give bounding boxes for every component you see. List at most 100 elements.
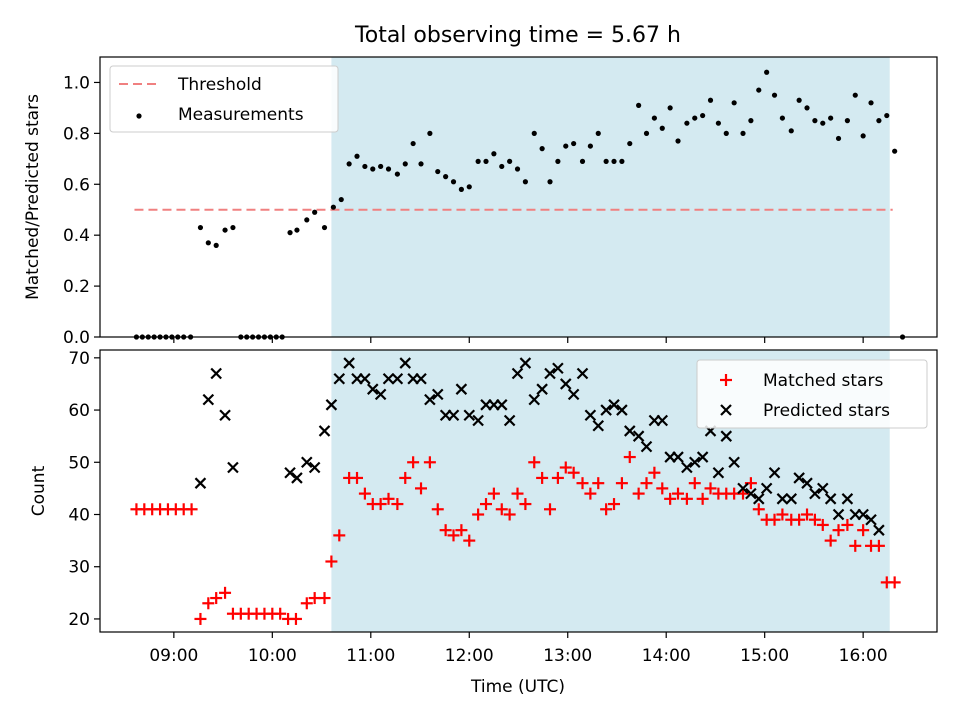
measurement-point: [723, 130, 729, 136]
matched-star-point: [463, 534, 476, 547]
predicted-star-point: [424, 393, 436, 406]
predicted-star-point: [776, 493, 789, 505]
predicted-star-point: [559, 378, 572, 390]
matched-star-point: [576, 477, 589, 490]
measurement-point: [684, 120, 690, 126]
measurement-point: [394, 171, 400, 177]
predicted-star-point: [793, 472, 805, 484]
predicted-star-point: [325, 399, 338, 411]
x-tick-label: 10:00: [248, 646, 297, 666]
measurement-point: [796, 97, 802, 103]
matched-star-point: [399, 471, 412, 484]
y-tick-label: 20: [68, 610, 90, 630]
matched-star-point: [640, 477, 653, 490]
matched-stars-series: [130, 451, 901, 625]
predicted-star-point: [656, 414, 669, 427]
matched-star-point: [559, 461, 572, 474]
count-y-ticks: 20 30 40 50 60 70: [68, 349, 100, 630]
matched-star-point: [672, 487, 685, 500]
measurement-point: [835, 135, 842, 142]
predicted-star-point: [495, 399, 508, 411]
measurement-point: [820, 120, 826, 126]
legend-threshold-label: Threshold: [177, 75, 262, 95]
predicted-star-point: [382, 372, 395, 385]
measurement-point: [828, 115, 834, 121]
predicted-star-point: [672, 451, 684, 463]
predicted-star-point: [712, 466, 725, 479]
matched-star-point: [374, 498, 387, 511]
matched-star-point: [551, 471, 564, 484]
x-tick-label: 14:00: [642, 646, 691, 666]
count-legend-box: [696, 359, 928, 429]
predicted-star-point: [728, 456, 740, 469]
matched-star-point: [592, 477, 605, 490]
measurement-point: [475, 158, 481, 164]
measurement-point: [812, 118, 818, 124]
y-tick-label: 0.0: [63, 328, 90, 348]
matched-star-point: [202, 597, 215, 610]
ratio-y-ticks: 0.0 0.2 0.4 0.6 0.8 1.0: [63, 73, 100, 348]
measurement-point: [312, 209, 318, 215]
ratio-legend-box: [109, 65, 339, 133]
matched-star-point: [696, 492, 709, 505]
matched-star-point: [210, 592, 223, 605]
x-tick-label: 11:00: [346, 646, 395, 666]
measurement-point: [197, 224, 204, 231]
measurement-point: [385, 166, 392, 172]
measurement-point: [748, 118, 754, 124]
count-panel: 20 30 40 50 60 70 09:00 10:00 11:00 12:00 13:00 14…: [29, 349, 938, 697]
matched-star-point: [325, 555, 338, 568]
predicted-star-point: [391, 372, 404, 385]
measurement-point: [330, 204, 336, 210]
predicted-star-point: [194, 477, 207, 489]
measurement-point: [860, 133, 866, 139]
y-tick-label: 40: [68, 506, 90, 526]
y-tick-label: 0.6: [63, 175, 90, 195]
predicted-star-point: [608, 399, 620, 411]
measurement-point: [788, 128, 794, 134]
measurement-point: [675, 138, 681, 144]
measurement-point: [418, 161, 424, 167]
observing-window-shade-top: [331, 57, 890, 337]
measurement-point: [579, 158, 586, 164]
predicted-star-point: [219, 409, 231, 422]
y-tick-label: 30: [68, 558, 90, 578]
matched-star-point: [872, 539, 885, 552]
matched-star-point: [824, 534, 837, 547]
ratio-x-ticks: [173, 337, 864, 343]
measurement-point: [370, 166, 376, 172]
matched-star-point: [567, 466, 580, 479]
predicted-star-point: [640, 440, 653, 453]
predicted-star-point: [333, 372, 346, 385]
measurement-point: [435, 168, 441, 175]
predicted-star-point: [374, 388, 387, 401]
measurement-point: [715, 120, 721, 126]
matched-star-point: [407, 456, 420, 469]
measurement-point: [771, 92, 778, 98]
matched-star-point: [656, 482, 669, 495]
predicted-star-point: [809, 487, 821, 500]
measurement-point: [321, 224, 328, 231]
matched-star-point: [688, 477, 701, 490]
measurement-point: [764, 69, 770, 75]
measurement-point: [740, 130, 746, 136]
matched-star-point: [194, 612, 207, 625]
measurement-point: [450, 179, 457, 185]
count-y-axis-label: Count: [29, 465, 49, 516]
measurement-point: [230, 224, 236, 231]
predicted-star-point: [745, 487, 757, 500]
predicted-star-point: [343, 357, 355, 369]
measurement-point: [844, 118, 850, 124]
ratio-legend: Threshold Measurements: [109, 65, 339, 133]
predicted-star-point: [632, 430, 645, 442]
matched-star-point: [487, 487, 500, 500]
count-plot-frame: [99, 349, 938, 633]
predicted-star-point: [873, 524, 885, 536]
measurement-point: [707, 97, 714, 103]
measurement-point: [603, 158, 609, 164]
matched-star-point: [768, 513, 781, 526]
matched-star-point: [382, 492, 395, 505]
x-tick-label: 16:00: [839, 646, 888, 666]
predicted-star-point: [600, 404, 612, 416]
measurement-point: [563, 143, 569, 149]
